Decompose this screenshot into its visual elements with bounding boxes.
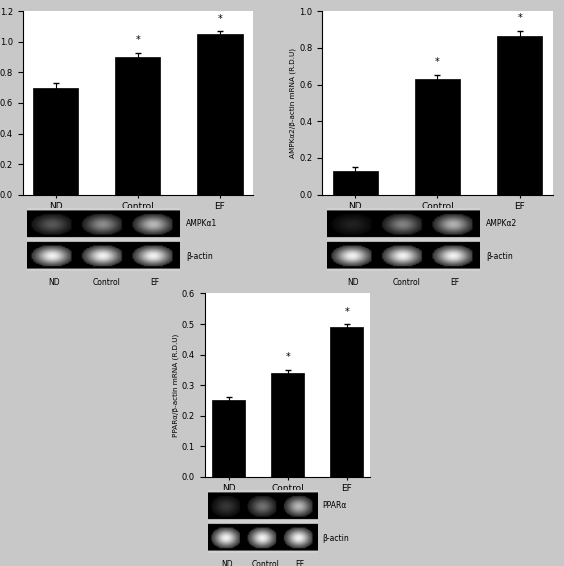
Text: EF: EF xyxy=(296,560,305,566)
Y-axis label: AMPKα2/β-actin mRNA (R.D.U): AMPKα2/β-actin mRNA (R.D.U) xyxy=(290,48,297,158)
Text: *: * xyxy=(218,14,222,24)
Text: Control: Control xyxy=(393,278,420,287)
Text: β-actin: β-actin xyxy=(186,252,213,261)
Text: ND: ND xyxy=(221,560,233,566)
Bar xyxy=(33,88,78,195)
Bar xyxy=(415,79,460,195)
Bar xyxy=(115,57,160,195)
Text: *: * xyxy=(345,307,349,316)
Text: *: * xyxy=(517,13,522,23)
Text: Control: Control xyxy=(92,278,121,287)
Text: Control: Control xyxy=(252,560,279,566)
Bar xyxy=(331,327,363,477)
Text: *: * xyxy=(435,57,440,67)
Text: ND: ND xyxy=(347,278,359,287)
Text: β-actin: β-actin xyxy=(323,534,349,543)
Text: AMPKα2: AMPKα2 xyxy=(486,219,517,228)
Text: AMPKα1: AMPKα1 xyxy=(186,219,218,228)
Bar xyxy=(333,171,378,195)
Text: ND: ND xyxy=(48,278,59,287)
Bar xyxy=(212,400,245,477)
Bar xyxy=(197,34,243,195)
Bar xyxy=(497,36,542,195)
Text: β-actin: β-actin xyxy=(486,252,513,261)
Text: EF: EF xyxy=(450,278,459,287)
Y-axis label: PPARα/β-actin mRNA (R.D.U): PPARα/β-actin mRNA (R.D.U) xyxy=(173,333,179,437)
Text: EF: EF xyxy=(151,278,160,287)
Text: *: * xyxy=(135,35,140,45)
Text: *: * xyxy=(285,353,290,362)
Text: PPARα: PPARα xyxy=(323,501,347,510)
Bar xyxy=(271,373,304,477)
